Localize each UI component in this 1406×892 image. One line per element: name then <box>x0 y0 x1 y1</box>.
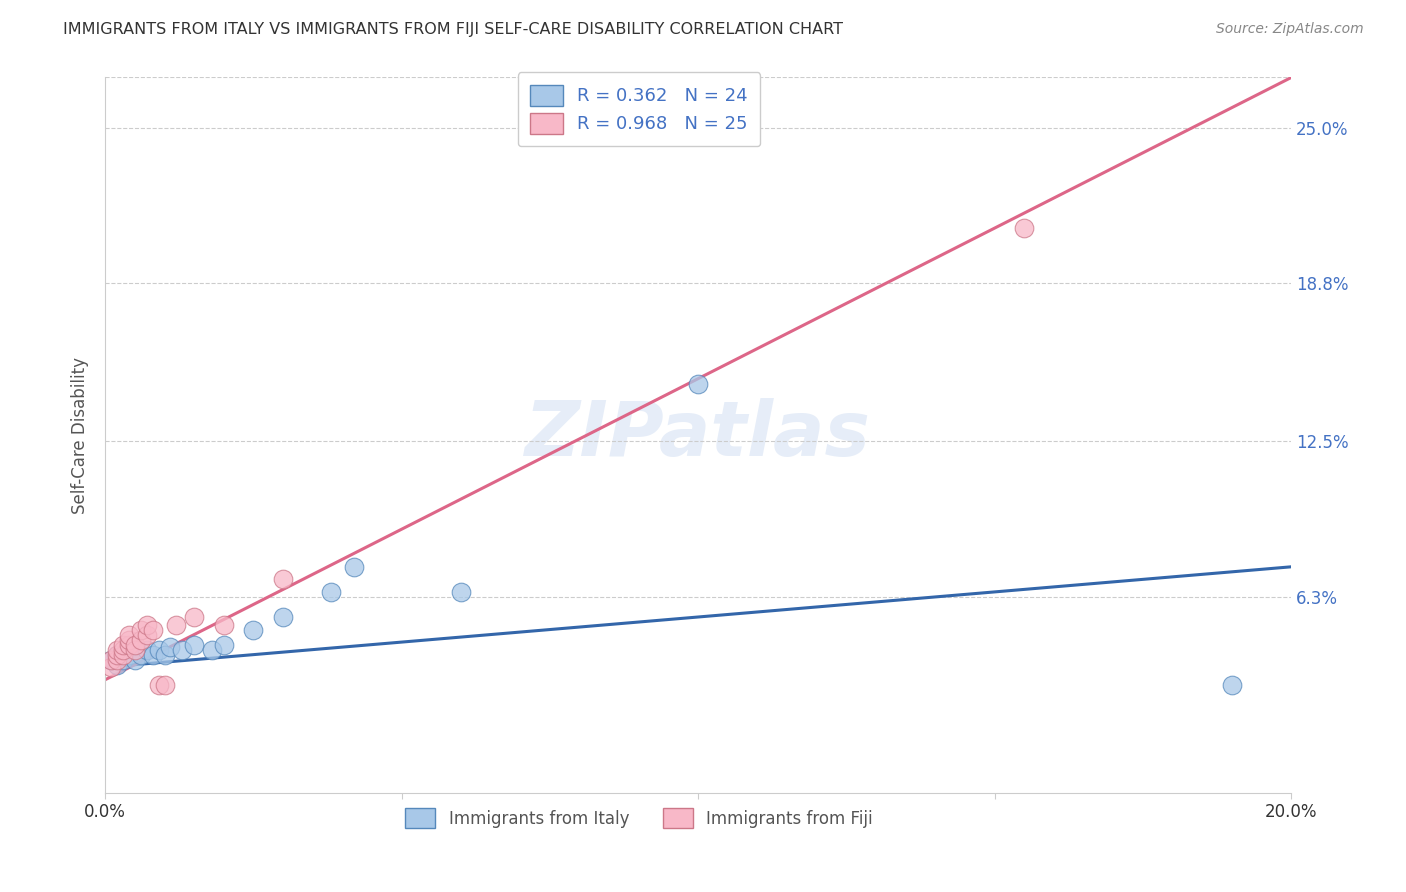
Point <box>165 617 187 632</box>
Point <box>135 642 157 657</box>
Point <box>271 572 294 586</box>
Point <box>111 638 134 652</box>
Point <box>153 678 176 692</box>
Point <box>450 585 472 599</box>
Point <box>100 653 122 667</box>
Text: IMMIGRANTS FROM ITALY VS IMMIGRANTS FROM FIJI SELF-CARE DISABILITY CORRELATION C: IMMIGRANTS FROM ITALY VS IMMIGRANTS FROM… <box>63 22 844 37</box>
Point <box>100 660 122 674</box>
Point <box>142 623 165 637</box>
Point <box>124 653 146 667</box>
Point <box>212 617 235 632</box>
Point <box>118 627 141 641</box>
Point <box>129 632 152 647</box>
Point <box>129 648 152 662</box>
Point <box>124 638 146 652</box>
Point <box>105 653 128 667</box>
Point <box>118 638 141 652</box>
Point <box>111 648 134 662</box>
Point <box>343 559 366 574</box>
Point <box>124 642 146 657</box>
Point <box>118 632 141 647</box>
Point <box>183 610 205 624</box>
Point <box>688 376 710 391</box>
Point <box>135 627 157 641</box>
Point <box>111 653 134 667</box>
Point <box>172 642 194 657</box>
Point <box>319 585 342 599</box>
Y-axis label: Self-Care Disability: Self-Care Disability <box>72 357 89 514</box>
Text: Source: ZipAtlas.com: Source: ZipAtlas.com <box>1216 22 1364 37</box>
Point <box>129 623 152 637</box>
Text: ZIPatlas: ZIPatlas <box>526 398 872 472</box>
Point <box>148 642 170 657</box>
Point <box>1014 221 1036 235</box>
Point <box>183 638 205 652</box>
Point <box>159 640 181 654</box>
Point <box>153 648 176 662</box>
Point <box>271 610 294 624</box>
Point <box>111 642 134 657</box>
Point <box>100 653 122 667</box>
Point <box>105 642 128 657</box>
Legend: Immigrants from Italy, Immigrants from Fiji: Immigrants from Italy, Immigrants from F… <box>399 802 879 834</box>
Point <box>242 623 264 637</box>
Point <box>201 642 224 657</box>
Point <box>212 638 235 652</box>
Point <box>105 648 128 662</box>
Point <box>105 648 128 662</box>
Point <box>148 678 170 692</box>
Point <box>135 617 157 632</box>
Point <box>118 648 141 662</box>
Point <box>111 648 134 662</box>
Point <box>1220 678 1243 692</box>
Point <box>105 657 128 672</box>
Point <box>142 648 165 662</box>
